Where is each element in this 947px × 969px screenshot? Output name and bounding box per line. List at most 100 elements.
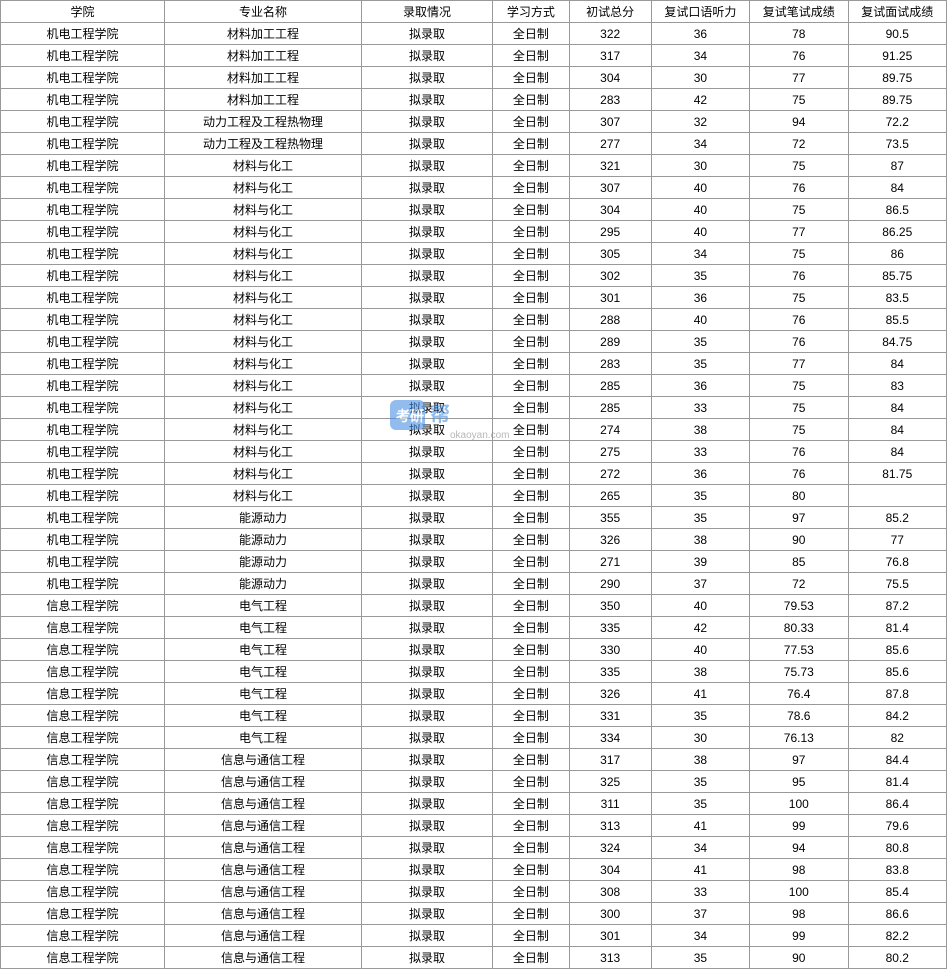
table-cell: 机电工程学院 bbox=[1, 331, 165, 353]
table-cell: 机电工程学院 bbox=[1, 45, 165, 67]
table-cell: 拟录取 bbox=[361, 749, 492, 771]
col-header-initscore: 初试总分 bbox=[569, 1, 651, 23]
table-cell: 机电工程学院 bbox=[1, 441, 165, 463]
table-cell: 拟录取 bbox=[361, 177, 492, 199]
table-row: 机电工程学院材料与化工拟录取全日制274387584 bbox=[1, 419, 947, 441]
table-cell: 271 bbox=[569, 551, 651, 573]
table-cell: 305 bbox=[569, 243, 651, 265]
table-cell: 电气工程 bbox=[165, 617, 362, 639]
table-cell: 拟录取 bbox=[361, 23, 492, 45]
col-header-oral: 复试口语听力 bbox=[651, 1, 749, 23]
table-cell: 85.2 bbox=[848, 507, 946, 529]
table-cell: 40 bbox=[651, 595, 749, 617]
table-cell: 拟录取 bbox=[361, 353, 492, 375]
table-cell: 283 bbox=[569, 89, 651, 111]
table-cell: 拟录取 bbox=[361, 947, 492, 969]
table-cell: 308 bbox=[569, 881, 651, 903]
table-cell: 34 bbox=[651, 133, 749, 155]
table-row: 信息工程学院信息与通信工程拟录取全日制300379886.6 bbox=[1, 903, 947, 925]
table-cell: 材料与化工 bbox=[165, 177, 362, 199]
table-cell: 334 bbox=[569, 727, 651, 749]
table-cell: 全日制 bbox=[493, 793, 570, 815]
table-cell: 313 bbox=[569, 815, 651, 837]
table-cell: 72 bbox=[750, 573, 848, 595]
table-cell: 90.5 bbox=[848, 23, 946, 45]
table-row: 机电工程学院材料与化工拟录取全日制321307587 bbox=[1, 155, 947, 177]
table-cell: 全日制 bbox=[493, 639, 570, 661]
table-cell: 42 bbox=[651, 89, 749, 111]
table-cell: 信息工程学院 bbox=[1, 881, 165, 903]
table-row: 机电工程学院材料与化工拟录取全日制2653580 bbox=[1, 485, 947, 507]
table-cell: 80.2 bbox=[848, 947, 946, 969]
table-cell: 拟录取 bbox=[361, 595, 492, 617]
table-cell: 材料加工工程 bbox=[165, 89, 362, 111]
col-header-mode: 学习方式 bbox=[493, 1, 570, 23]
table-cell: 84 bbox=[848, 177, 946, 199]
table-cell: 拟录取 bbox=[361, 771, 492, 793]
table-cell: 电气工程 bbox=[165, 661, 362, 683]
table-row: 信息工程学院电气工程拟录取全日制3264176.487.8 bbox=[1, 683, 947, 705]
table-cell: 355 bbox=[569, 507, 651, 529]
table-row: 机电工程学院材料加工工程拟录取全日制304307789.75 bbox=[1, 67, 947, 89]
table-cell: 拟录取 bbox=[361, 199, 492, 221]
table-cell: 拟录取 bbox=[361, 221, 492, 243]
table-cell: 全日制 bbox=[493, 925, 570, 947]
admission-table: 学院 专业名称 录取情况 学习方式 初试总分 复试口语听力 复试笔试成绩 复试面… bbox=[0, 0, 947, 969]
table-cell: 87 bbox=[848, 155, 946, 177]
table-cell: 信息工程学院 bbox=[1, 837, 165, 859]
table-cell: 材料与化工 bbox=[165, 375, 362, 397]
table-row: 机电工程学院材料加工工程拟录取全日制283427589.75 bbox=[1, 89, 947, 111]
table-cell: 全日制 bbox=[493, 67, 570, 89]
table-cell: 机电工程学院 bbox=[1, 529, 165, 551]
table-cell: 86 bbox=[848, 243, 946, 265]
table-cell: 83.8 bbox=[848, 859, 946, 881]
table-cell: 86.25 bbox=[848, 221, 946, 243]
table-cell: 拟录取 bbox=[361, 485, 492, 507]
table-cell: 285 bbox=[569, 375, 651, 397]
table-row: 机电工程学院材料与化工拟录取全日制301367583.5 bbox=[1, 287, 947, 309]
table-cell: 36 bbox=[651, 375, 749, 397]
table-cell: 76 bbox=[750, 463, 848, 485]
table-cell: 材料与化工 bbox=[165, 419, 362, 441]
table-cell: 75 bbox=[750, 199, 848, 221]
table-cell: 材料与化工 bbox=[165, 155, 362, 177]
table-cell: 98 bbox=[750, 903, 848, 925]
table-row: 机电工程学院能源动力拟录取全日制326389077 bbox=[1, 529, 947, 551]
table-row: 信息工程学院电气工程拟录取全日制3313578.684.2 bbox=[1, 705, 947, 727]
table-row: 机电工程学院能源动力拟录取全日制271398576.8 bbox=[1, 551, 947, 573]
table-cell: 331 bbox=[569, 705, 651, 727]
table-cell: 拟录取 bbox=[361, 925, 492, 947]
table-row: 机电工程学院能源动力拟录取全日制355359785.2 bbox=[1, 507, 947, 529]
table-cell: 全日制 bbox=[493, 155, 570, 177]
table-cell: 97 bbox=[750, 507, 848, 529]
table-cell: 86.4 bbox=[848, 793, 946, 815]
col-header-status: 录取情况 bbox=[361, 1, 492, 23]
table-cell: 90 bbox=[750, 529, 848, 551]
table-cell: 信息与通信工程 bbox=[165, 947, 362, 969]
table-cell: 34 bbox=[651, 837, 749, 859]
table-row: 信息工程学院信息与通信工程拟录取全日制313419979.6 bbox=[1, 815, 947, 837]
table-cell: 100 bbox=[750, 881, 848, 903]
table-cell: 283 bbox=[569, 353, 651, 375]
table-cell: 37 bbox=[651, 573, 749, 595]
table-cell: 信息工程学院 bbox=[1, 947, 165, 969]
table-cell: 40 bbox=[651, 177, 749, 199]
table-cell: 拟录取 bbox=[361, 617, 492, 639]
table-cell: 301 bbox=[569, 925, 651, 947]
table-cell: 295 bbox=[569, 221, 651, 243]
table-row: 信息工程学院信息与通信工程拟录取全日制317389784.4 bbox=[1, 749, 947, 771]
table-row: 信息工程学院电气工程拟录取全日制3353875.7385.6 bbox=[1, 661, 947, 683]
table-cell: 81.4 bbox=[848, 617, 946, 639]
table-cell: 84 bbox=[848, 441, 946, 463]
table-cell: 73.5 bbox=[848, 133, 946, 155]
table-cell: 35 bbox=[651, 331, 749, 353]
table-cell: 80.33 bbox=[750, 617, 848, 639]
table-row: 机电工程学院材料加工工程拟录取全日制322367890.5 bbox=[1, 23, 947, 45]
table-cell: 全日制 bbox=[493, 23, 570, 45]
table-cell: 76 bbox=[750, 45, 848, 67]
table-cell: 机电工程学院 bbox=[1, 485, 165, 507]
table-cell: 75 bbox=[750, 89, 848, 111]
table-cell: 机电工程学院 bbox=[1, 89, 165, 111]
table-cell: 信息工程学院 bbox=[1, 661, 165, 683]
table-cell: 98 bbox=[750, 859, 848, 881]
